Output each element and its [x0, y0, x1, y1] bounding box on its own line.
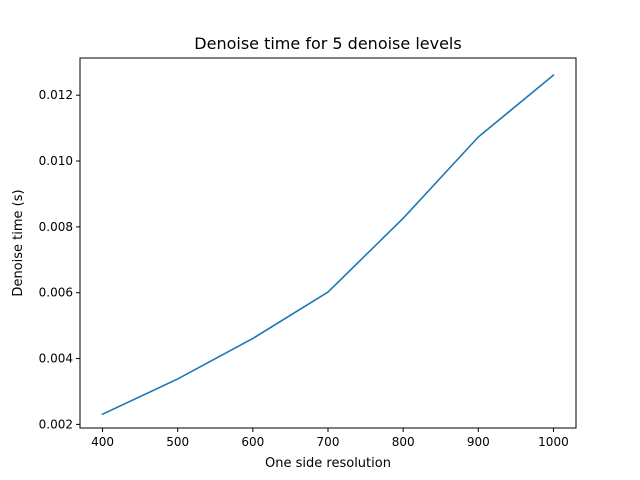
y-tick-label: 0.004 — [39, 352, 73, 366]
x-tick-label: 600 — [241, 435, 264, 449]
x-tick-label: 400 — [91, 435, 114, 449]
plot-area: 400 500 600 700 800 900 1000 0.002 0.004 0.006 0.0… — [39, 73, 569, 449]
series-line — [101, 73, 555, 416]
y-axis-label: Denoise time (s) — [11, 189, 26, 296]
y-tick-label: 0.002 — [39, 417, 73, 431]
y-tick-label: 0.006 — [39, 286, 73, 300]
x-axis-label: One side resolution — [265, 456, 391, 471]
x-tick-label: 800 — [392, 435, 415, 449]
x-tick-label: 500 — [166, 435, 189, 449]
x-tick-label: 700 — [317, 435, 340, 449]
y-tick-label: 0.012 — [39, 88, 73, 102]
x-tick-label: 900 — [467, 435, 490, 449]
x-tick-label: 1000 — [538, 435, 569, 449]
y-tick-label: 0.010 — [39, 154, 73, 168]
plot-frame — [79, 57, 577, 429]
y-tick-label: 0.008 — [39, 220, 73, 234]
chart-title: Denoise time for 5 denoise levels — [194, 34, 461, 53]
